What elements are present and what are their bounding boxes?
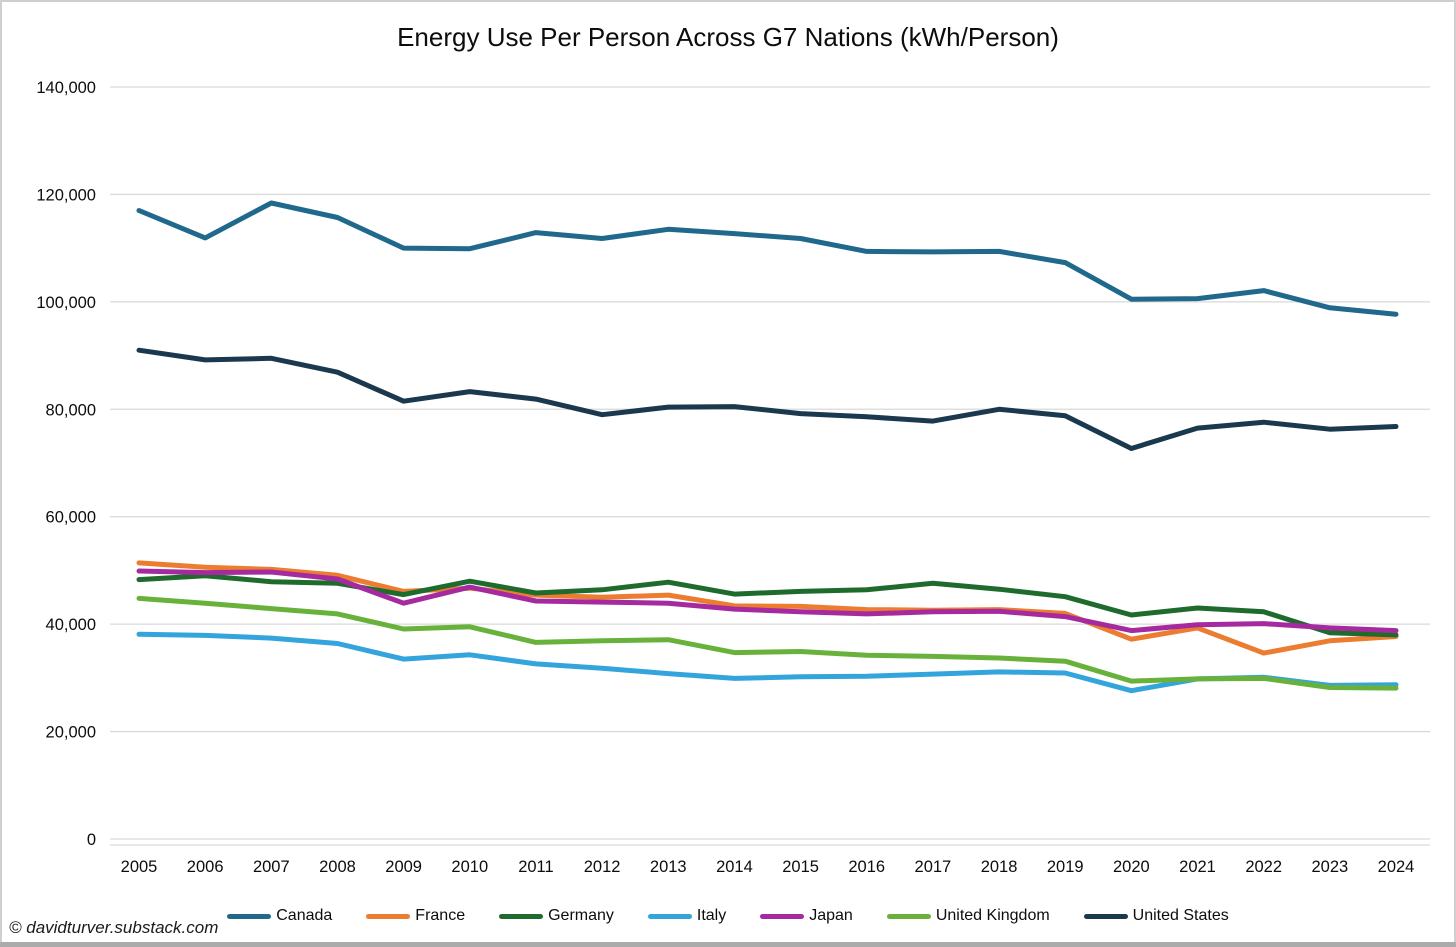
legend-swatch-canada <box>227 913 272 919</box>
y-tick-label: 0 <box>87 831 96 849</box>
x-tick-label: 2011 <box>518 858 553 876</box>
x-tick-label: 2015 <box>782 858 819 876</box>
legend-swatch-japan <box>760 913 805 919</box>
x-tick-label: 2023 <box>1311 858 1348 876</box>
legend-swatch-italy <box>647 913 692 919</box>
y-tick-label: 20,000 <box>46 724 96 742</box>
frame-border-right <box>1454 0 1456 947</box>
legend-item-germany: Germany <box>499 907 614 925</box>
x-tick-label: 2022 <box>1245 858 1282 876</box>
x-tick-label: 2020 <box>1113 858 1150 876</box>
series-line-united-states <box>136 347 1399 451</box>
legend-label: United Kingdom <box>935 907 1050 924</box>
legend-label: United States <box>1132 907 1229 924</box>
legend-swatch-france <box>366 913 411 919</box>
legend-item-united-kingdom: United Kingdom <box>886 907 1050 925</box>
x-tick-label: 2014 <box>716 858 753 876</box>
x-tick-label: 2021 <box>1179 858 1216 876</box>
legend-swatch-united-states <box>1083 913 1128 919</box>
x-tick-label: 2013 <box>650 858 687 876</box>
legend-swatch-germany <box>499 913 544 919</box>
frame-border-left <box>0 0 2 947</box>
series-line-italy <box>136 631 1399 694</box>
legend-label: France <box>415 907 466 924</box>
x-tick-label: 2024 <box>1378 858 1415 876</box>
x-tick-label: 2010 <box>451 858 488 876</box>
watermark-text: © davidturver.substack.com <box>9 918 219 937</box>
legend-label: Canada <box>276 907 333 924</box>
legend-item-united-states: United States <box>1083 907 1229 925</box>
x-tick-label: 2007 <box>253 858 290 876</box>
frame-border-top <box>0 0 1456 2</box>
legend-label: Germany <box>548 907 614 924</box>
x-tick-label: 2006 <box>187 858 224 876</box>
legend-item-france: France <box>366 907 465 925</box>
chart-title: Energy Use Per Person Across G7 Nations … <box>397 22 1059 52</box>
series-line-france <box>136 560 1399 656</box>
series-line-united-kingdom <box>136 595 1399 691</box>
series-line-canada <box>136 200 1399 317</box>
x-tick-label: 2016 <box>848 858 885 876</box>
chart-legend: Canada France Germany Italy Japan United King… <box>0 907 1456 925</box>
y-tick-label: 120,000 <box>36 186 96 204</box>
y-tick-label: 80,000 <box>46 401 96 419</box>
legend-label: Italy <box>696 907 727 924</box>
y-tick-label: 140,000 <box>36 79 96 97</box>
x-tick-label: 2018 <box>981 858 1018 876</box>
x-tick-label: 2012 <box>584 858 621 876</box>
frame-border-bottom <box>0 942 1456 947</box>
x-tick-label: 2019 <box>1047 858 1084 876</box>
x-tick-label: 2008 <box>319 858 356 876</box>
legend-item-japan: Japan <box>760 907 853 925</box>
legend-item-italy: Italy <box>647 907 727 925</box>
x-tick-label: 2009 <box>385 858 422 876</box>
y-tick-label: 60,000 <box>46 509 96 527</box>
series-line-japan <box>136 568 1399 634</box>
x-tick-label: 2005 <box>121 858 158 876</box>
legend-label: Japan <box>809 907 853 924</box>
y-tick-label: 100,000 <box>36 294 96 312</box>
y-tick-label: 40,000 <box>46 616 96 634</box>
legend-swatch-united-kingdom <box>886 913 931 919</box>
legend-item-canada: Canada <box>227 907 332 925</box>
x-tick-label: 2017 <box>915 858 952 876</box>
